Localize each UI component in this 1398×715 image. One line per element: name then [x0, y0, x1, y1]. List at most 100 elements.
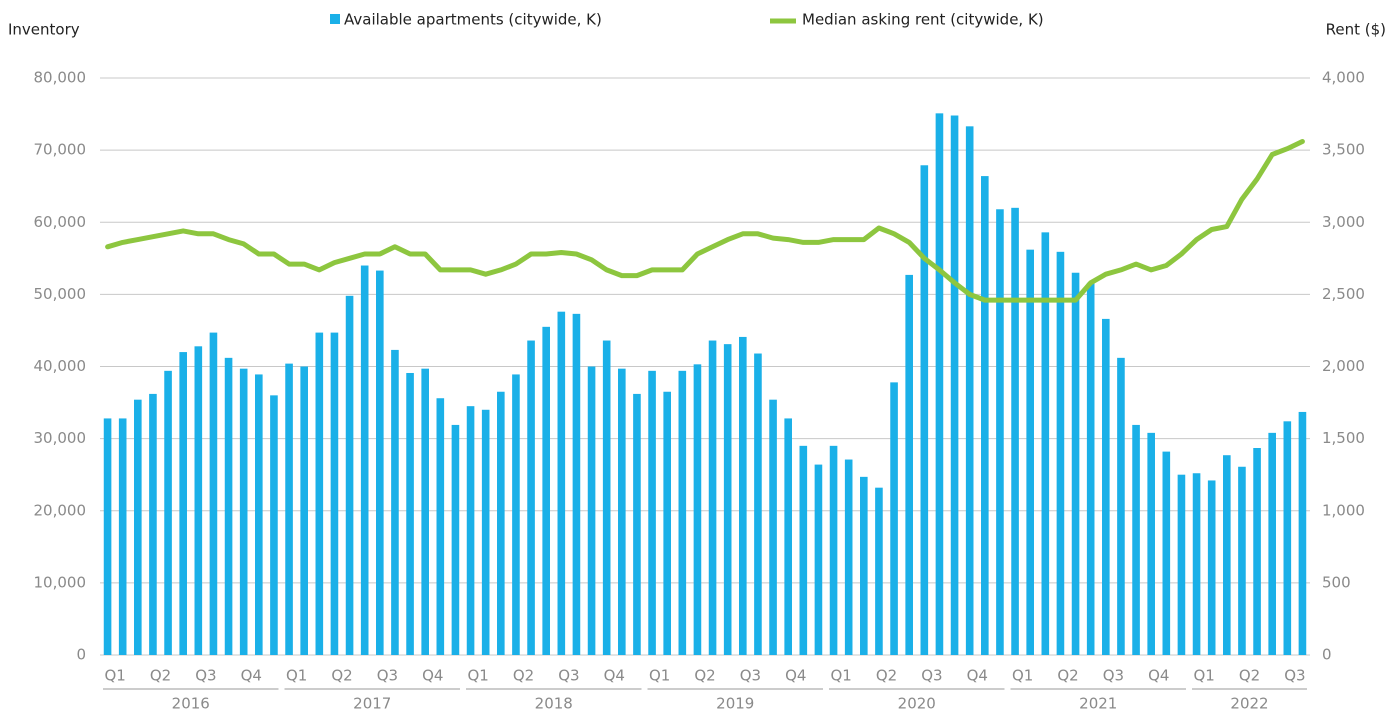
bar [1071, 272, 1080, 655]
x-tick-label: Q3 [740, 667, 761, 685]
bar [179, 352, 187, 655]
x-tick-label: Q4 [1148, 667, 1169, 685]
bar [1253, 448, 1261, 655]
bar [134, 399, 142, 655]
x-tick-label: Q2 [1239, 667, 1260, 685]
y2-tick-label: 3,500 [1322, 141, 1365, 159]
year-label: 2020 [898, 695, 936, 713]
bar [527, 340, 535, 655]
y2-tick-label: 0 [1322, 646, 1332, 664]
bar [512, 374, 520, 655]
x-tick-label: Q3 [921, 667, 942, 685]
x-tick-label: Q3 [1284, 667, 1305, 685]
bar [1102, 318, 1110, 655]
bar [1041, 232, 1050, 655]
bar [587, 366, 596, 655]
y-tick-label: 20,000 [34, 501, 87, 519]
y2-tick-label: 1,500 [1322, 429, 1365, 447]
y-tick-label: 10,000 [34, 573, 87, 591]
y-tick-label: 60,000 [34, 213, 87, 231]
bar [149, 393, 157, 655]
x-tick-label: Q1 [286, 667, 307, 685]
bar [1192, 473, 1201, 655]
y2-tick-label: 2,500 [1322, 285, 1365, 303]
x-tick-label: Q2 [694, 667, 715, 685]
bar [542, 326, 550, 655]
bar [814, 464, 823, 655]
bar [466, 406, 475, 655]
bar [421, 368, 429, 655]
x-tick-label: Q1 [104, 667, 125, 685]
x-tick-label: Q4 [241, 667, 262, 685]
x-tick-label: Q1 [467, 667, 488, 685]
x-tick-label: Q2 [1057, 667, 1078, 685]
bar [739, 336, 747, 655]
bar [1238, 466, 1246, 655]
x-tick-label: Q3 [1103, 667, 1124, 685]
bar [663, 391, 671, 655]
y2-axis-label: Rent ($) [1326, 21, 1386, 39]
bar [1117, 357, 1125, 655]
bar [950, 115, 959, 655]
bar [648, 370, 656, 655]
bar [875, 487, 883, 655]
bar [890, 382, 898, 655]
bar [860, 476, 868, 655]
bar [1147, 432, 1155, 655]
bar [557, 311, 566, 655]
bar [118, 418, 127, 655]
y-tick-label: 50,000 [34, 285, 87, 303]
bar [754, 353, 762, 655]
bar [1132, 424, 1140, 655]
bar [602, 340, 611, 655]
x-tick-label: Q4 [785, 667, 806, 685]
y2-tick-label: 500 [1322, 573, 1351, 591]
legend-label: Available apartments (citywide, K) [344, 11, 602, 29]
bar [1268, 432, 1276, 655]
bar [829, 445, 838, 655]
bar [391, 349, 399, 655]
bar [194, 346, 203, 655]
x-tick-label: Q3 [558, 667, 579, 685]
bar [209, 332, 218, 655]
y-axis-label: Inventory [8, 21, 80, 39]
bar [103, 418, 112, 655]
bar [784, 418, 792, 655]
rent-line [105, 139, 1305, 303]
bar [1177, 474, 1186, 655]
y2-tick-label: 4,000 [1322, 69, 1365, 87]
y2-tick-label: 1,000 [1322, 501, 1365, 519]
bar [981, 176, 989, 655]
bar [481, 409, 490, 655]
bar [360, 265, 369, 655]
bar [723, 344, 732, 655]
bar [330, 332, 339, 655]
year-label: 2018 [535, 695, 573, 713]
x-tick-label: Q4 [422, 667, 443, 685]
bar [436, 398, 445, 655]
bar [1011, 207, 1019, 655]
bar [1056, 251, 1065, 656]
year-label: 2017 [353, 695, 391, 713]
bar [844, 459, 853, 655]
bar [996, 209, 1004, 655]
bar [920, 165, 929, 656]
y-tick-label: 70,000 [34, 141, 87, 159]
bar [1162, 451, 1171, 655]
y2-tick-label: 2,000 [1322, 357, 1365, 375]
year-label: 2021 [1079, 695, 1117, 713]
bar [1207, 480, 1216, 655]
bar [935, 113, 944, 655]
x-tick-label: Q2 [150, 667, 171, 685]
year-label: 2019 [716, 695, 754, 713]
x-tick-label: Q1 [830, 667, 851, 685]
bar [633, 393, 641, 655]
bar [255, 374, 263, 655]
legend-label: Median asking rent (citywide, K) [802, 11, 1044, 29]
bar [376, 270, 384, 655]
y-tick-label: 0 [76, 646, 86, 664]
bar [451, 424, 460, 655]
bar [1086, 282, 1095, 655]
bar [1026, 249, 1034, 655]
